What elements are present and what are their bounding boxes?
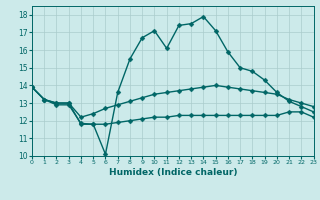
X-axis label: Humidex (Indice chaleur): Humidex (Indice chaleur) [108, 168, 237, 177]
